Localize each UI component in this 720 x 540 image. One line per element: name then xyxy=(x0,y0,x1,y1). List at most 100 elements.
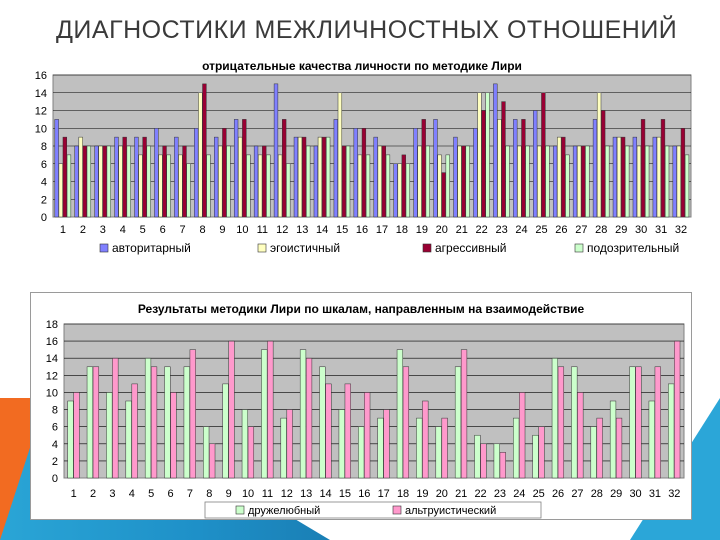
bar-1-14 xyxy=(313,145,319,218)
bar-3-31 xyxy=(660,119,666,218)
bar-3-24 xyxy=(521,119,526,218)
bar-1-8 xyxy=(203,426,210,479)
bar-4-23 xyxy=(505,145,510,218)
chart-negative-qualities: отрицательные качества личности по метод… xyxy=(30,53,695,265)
y-tick-label: 18 xyxy=(46,319,58,331)
bar-2-18 xyxy=(397,163,402,218)
y-tick-label: 2 xyxy=(52,456,58,468)
bar-1-15 xyxy=(338,409,345,479)
x-tick-label: 27 xyxy=(575,224,587,236)
bar-3-4 xyxy=(122,136,127,218)
x-tick-label: 13 xyxy=(300,488,312,500)
bar-2-28 xyxy=(596,92,602,218)
bar-2-7 xyxy=(178,154,183,218)
bar-1-1 xyxy=(54,119,59,218)
bar-3-6 xyxy=(162,145,167,218)
legend xyxy=(204,501,542,519)
bar-4-1 xyxy=(66,154,72,218)
bar-2-3 xyxy=(98,145,103,218)
x-tick-label: 5 xyxy=(140,224,146,236)
bar-4-8 xyxy=(206,154,211,218)
x-tick-label: 15 xyxy=(339,488,351,500)
x-tick-label: 2 xyxy=(90,488,96,500)
bar-1-4 xyxy=(114,136,119,218)
x-tick-label: 26 xyxy=(555,224,567,236)
bar-1-24 xyxy=(513,417,520,479)
bar-1-10 xyxy=(233,119,239,218)
bar-2-12 xyxy=(286,409,293,479)
bar-2-16 xyxy=(364,392,371,479)
bar-1-8 xyxy=(194,128,199,218)
bar-1-12 xyxy=(280,417,287,479)
bar-4-11 xyxy=(266,154,271,218)
bar-1-28 xyxy=(592,119,598,218)
bar-2-6 xyxy=(170,392,177,479)
bar-2-23 xyxy=(499,452,506,479)
bar-3-28 xyxy=(601,110,606,218)
bar-2-8 xyxy=(198,92,203,218)
bar-2-17 xyxy=(383,409,390,479)
bar-1-12 xyxy=(273,83,279,218)
x-tick-label: 5 xyxy=(148,488,154,500)
x-tick-label: 22 xyxy=(476,224,488,236)
bar-2-14 xyxy=(325,383,332,479)
x-tick-label: 6 xyxy=(160,224,166,236)
bar-4-26 xyxy=(565,154,570,218)
bar-3-27 xyxy=(581,145,586,218)
bar-2-25 xyxy=(538,426,545,479)
y-tick-label: 14 xyxy=(46,353,58,365)
bar-1-2 xyxy=(86,366,94,479)
bar-2-24 xyxy=(517,145,522,218)
bar-4-3 xyxy=(106,145,111,218)
legend-swatch xyxy=(392,505,402,515)
bar-4-18 xyxy=(405,163,411,218)
x-tick-label: 24 xyxy=(513,488,525,500)
legend-swatch xyxy=(235,505,245,515)
bar-3-23 xyxy=(501,101,506,218)
y-tick-label: 6 xyxy=(41,159,47,171)
bar-1-7 xyxy=(183,366,190,479)
bar-3-32 xyxy=(680,128,686,218)
bar-4-29 xyxy=(625,145,630,218)
x-tick-label: 15 xyxy=(336,224,348,236)
y-tick-label: 16 xyxy=(35,70,47,82)
bar-2-6 xyxy=(158,154,163,218)
bar-1-23 xyxy=(493,443,500,479)
bar-1-1 xyxy=(67,400,74,479)
y-tick-label: 14 xyxy=(35,88,47,100)
bar-1-18 xyxy=(396,349,404,479)
bar-2-30 xyxy=(635,366,642,479)
x-tick-label: 29 xyxy=(610,488,622,500)
bar-2-11 xyxy=(267,340,274,479)
slide-title: ДИАГНОСТИКИ МЕЖЛИЧНОСТНЫХ ОТНОШЕНИЙ xyxy=(56,16,678,44)
bar-2-8 xyxy=(209,443,216,479)
bar-4-27 xyxy=(585,145,590,218)
bar-4-30 xyxy=(644,145,650,218)
x-tick-label: 2 xyxy=(80,224,86,236)
legend-label: дружелюбный xyxy=(248,505,320,517)
bar-1-30 xyxy=(629,366,636,479)
bar-1-24 xyxy=(513,119,518,218)
bar-1-27 xyxy=(571,366,578,479)
bar-1-29 xyxy=(612,136,618,218)
y-tick-label: 12 xyxy=(46,370,58,382)
x-tick-label: 14 xyxy=(316,224,328,236)
bar-4-16 xyxy=(365,154,371,218)
bar-1-20 xyxy=(435,426,442,479)
bar-3-21 xyxy=(461,145,466,218)
bar-1-7 xyxy=(174,136,179,218)
bar-4-21 xyxy=(465,145,470,218)
bar-3-2 xyxy=(82,145,87,218)
x-tick-label: 21 xyxy=(456,224,468,236)
bar-2-26 xyxy=(557,136,562,218)
bar-2-17 xyxy=(377,145,382,218)
bar-1-5 xyxy=(144,357,152,479)
bar-1-11 xyxy=(261,349,268,479)
x-tick-label: 11 xyxy=(262,488,273,500)
x-tick-label: 1 xyxy=(71,488,77,500)
chart-title: Результаты методики Лири по шкалам, напр… xyxy=(138,302,585,316)
bar-1-9 xyxy=(214,136,219,218)
bar-4-25 xyxy=(545,145,550,218)
chart-title: отрицательные качества личности по метод… xyxy=(202,59,522,73)
x-tick-label: 29 xyxy=(615,224,627,236)
